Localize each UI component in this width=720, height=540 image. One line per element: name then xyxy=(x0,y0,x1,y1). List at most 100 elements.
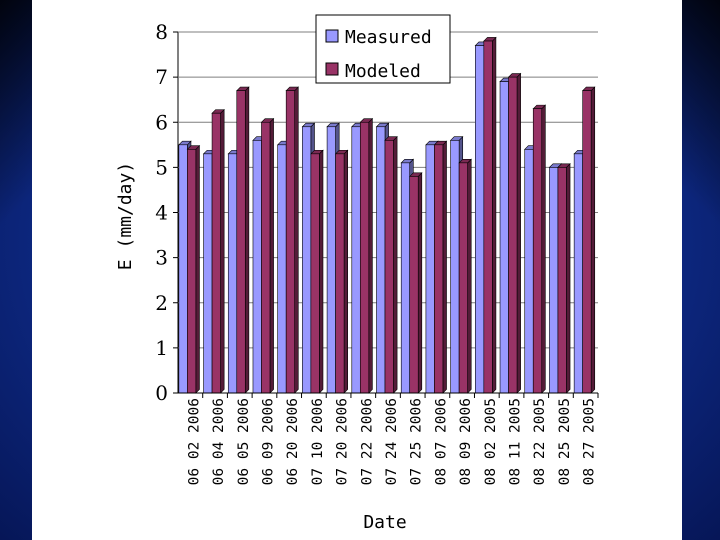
y-tick-label-3: 3 xyxy=(155,246,168,270)
bar-modeled-06-05-2006 xyxy=(236,86,250,394)
bar-side xyxy=(492,36,497,394)
bar-front xyxy=(425,144,435,394)
legend-label-modeled: Modeled xyxy=(345,61,421,82)
x-tick-label-07-25-2006: 07 25 2006 xyxy=(409,398,425,485)
bar-side xyxy=(319,149,324,394)
bar-side xyxy=(516,72,521,394)
x-tick-label-06-02-2006: 06 02 2006 xyxy=(186,398,202,485)
x-tick-label-08-07-2006: 08 07 2006 xyxy=(433,398,449,485)
y-tick-label-8: 8 xyxy=(155,20,168,44)
y-tick-label-7: 7 xyxy=(155,65,168,89)
x-tick-label-08-25-2005: 08 25 2005 xyxy=(557,398,573,485)
bar-modeled-07-22-2006 xyxy=(359,117,374,394)
bar-front xyxy=(450,140,460,394)
bar-front xyxy=(557,167,567,394)
bar-modeled-07-24-2006 xyxy=(384,135,398,394)
bar-front xyxy=(351,126,361,394)
bar-side xyxy=(566,163,571,394)
bar-front xyxy=(384,140,394,394)
bar-front xyxy=(376,126,386,394)
bar-modeled-07-20-2006 xyxy=(334,149,349,394)
bar-front xyxy=(203,153,213,394)
bar-front xyxy=(549,167,559,394)
bar-front xyxy=(458,162,468,394)
x-tick-label-08-11-2005: 08 11 2005 xyxy=(508,398,524,485)
bar-modeled-08-27-2005 xyxy=(581,86,596,394)
bar-modeled-08-09-2006 xyxy=(458,158,472,394)
bar-front xyxy=(499,81,509,394)
bar-side xyxy=(244,86,250,394)
bar-front xyxy=(483,40,493,394)
bar-front xyxy=(211,112,221,394)
bar-side xyxy=(590,86,596,394)
bar-modeled-06-02-2006 xyxy=(186,145,201,394)
bar-side xyxy=(467,158,472,394)
bar-modeled-07-25-2006 xyxy=(408,172,423,394)
bars-layer xyxy=(178,36,599,398)
y-axis-ticks: 0 1 2 3 4 5 6 7 8 xyxy=(155,20,168,405)
legend-swatch-measured xyxy=(325,29,339,43)
bar-front xyxy=(532,108,543,394)
bar-modeled-06-09-2006 xyxy=(260,117,275,394)
bar-front xyxy=(573,153,583,394)
bar-side xyxy=(343,149,348,394)
x-axis-ticks: 06 02 2006 06 04 2006 06 05 2006 06 09 2006… xyxy=(186,398,597,485)
bar-side xyxy=(417,172,423,394)
bar-modeled-06-20-2006 xyxy=(285,86,300,394)
bar-side xyxy=(442,140,447,394)
bar-front xyxy=(277,144,287,394)
bar-front xyxy=(285,90,295,394)
bar-front xyxy=(236,90,246,394)
bar-front xyxy=(508,76,518,394)
bar-front xyxy=(475,45,485,394)
bar-front xyxy=(335,153,345,394)
x-tick-label-06-04-2006: 06 04 2006 xyxy=(211,398,227,485)
x-axis-title: Date xyxy=(363,512,406,533)
legend-swatch-modeled xyxy=(325,62,339,76)
bar-front xyxy=(434,144,444,394)
x-tick-label-08-27-2005: 08 27 2005 xyxy=(582,398,598,485)
bar-front xyxy=(252,140,262,394)
bar-side xyxy=(269,117,274,394)
x-tick-label-08-22-2005: 08 22 2005 xyxy=(532,398,548,485)
bar-modeled-08-25-2005 xyxy=(557,163,571,394)
bar-modeled-06-04-2006 xyxy=(211,108,225,394)
legend: Measured Modeled xyxy=(315,14,451,84)
bar-front xyxy=(302,126,312,394)
bar-modeled-08-07-2006 xyxy=(433,140,448,394)
y-tick-label-0: 0 xyxy=(155,381,168,405)
bar-side xyxy=(393,135,398,394)
x-tick-label-07-10-2006: 07 10 2006 xyxy=(310,398,326,485)
bar-modeled-07-10-2006 xyxy=(310,149,324,394)
x-tick-label-06-20-2006: 06 20 2006 xyxy=(285,398,301,485)
x-tick-label-06-09-2006: 06 09 2006 xyxy=(260,398,276,485)
x-tick-label-08-09-2006: 08 09 2006 xyxy=(458,398,474,485)
x-tick-label-07-22-2006: 07 22 2006 xyxy=(359,398,375,485)
legend-label-measured: Measured xyxy=(345,27,432,48)
y-tick-label-5: 5 xyxy=(155,155,168,179)
bar-front xyxy=(261,121,271,394)
bar-side xyxy=(195,145,200,394)
bar-front xyxy=(187,149,197,394)
bar-modeled-08-11-2005 xyxy=(507,72,522,394)
bar-front xyxy=(409,176,419,394)
bar-side xyxy=(220,108,225,394)
bar-front xyxy=(582,90,592,394)
bar-side xyxy=(294,86,299,394)
bar-modeled-08-22-2005 xyxy=(532,104,547,394)
bar-front xyxy=(524,149,534,394)
y-tick-label-4: 4 xyxy=(155,201,168,225)
bar-modeled-08-02-2005 xyxy=(483,36,497,394)
y-tick-label-1: 1 xyxy=(155,336,168,360)
x-tick-label-08-02-2005: 08 02 2005 xyxy=(483,398,499,485)
y-tick-label-6: 6 xyxy=(155,110,168,134)
bar-front xyxy=(227,153,238,394)
x-tick-label-06-05-2006: 06 05 2006 xyxy=(236,398,252,485)
bar-front xyxy=(178,144,188,394)
bar-front xyxy=(359,121,370,394)
y-axis-title: E (mm/day) xyxy=(115,162,136,270)
bar-front xyxy=(400,162,411,394)
x-tick-label-07-20-2006: 07 20 2006 xyxy=(335,398,351,485)
y-tick-label-2: 2 xyxy=(155,291,168,315)
